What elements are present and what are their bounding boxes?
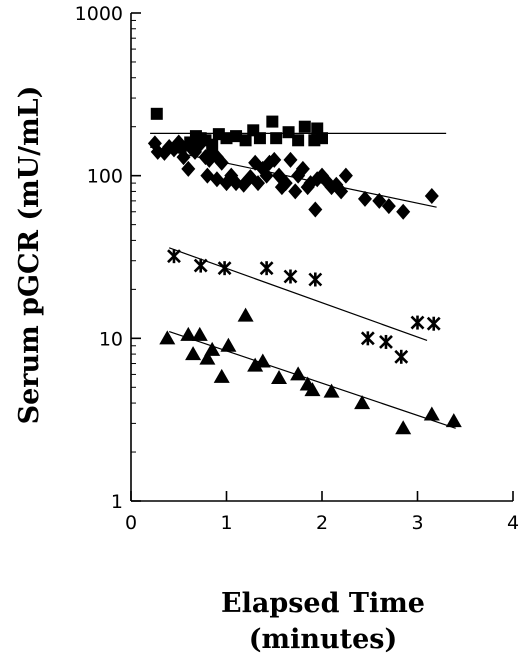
diamond-point [338,167,353,184]
asterisk-point [410,315,425,330]
triangle-point [423,406,440,421]
square-point [266,115,279,128]
triangle-point [185,346,202,361]
diamond-point [357,190,372,207]
triangle-point [180,326,197,341]
asterisk-point [426,316,441,331]
diamond-point [181,160,196,177]
triangle-point [445,413,462,428]
triangle-point [395,420,412,435]
fit-line-triangle [169,331,456,429]
square-point [247,124,260,137]
y-tick-label: 1 [111,491,123,513]
square-point [270,132,283,145]
triangle-point [254,353,271,368]
diamond-point [259,167,274,184]
asterisk-point [308,272,323,287]
x-tick-label: 4 [507,512,519,534]
triangle-point [290,366,307,381]
square-point [253,132,266,145]
triangle-point [304,382,321,397]
y-tick-label: 10 [99,328,123,350]
triangle-point [271,370,288,385]
triangle-point [220,337,237,352]
square-point [282,126,295,139]
diamond-point [308,201,323,218]
triangle-point [323,383,340,398]
asterisk-point [193,258,208,273]
triangle-point [354,395,371,410]
x-axis-title: Elapsed Time [221,588,425,619]
diamond-point [424,187,439,204]
triangle-point [191,326,208,341]
diamond-point [334,183,349,200]
triangle-point [199,350,216,365]
triangle-point [247,357,264,372]
diamond-point [278,175,293,192]
diamond-point [283,151,298,168]
diamond-point [372,192,387,209]
square-point [316,132,328,145]
triangle-point [159,330,176,345]
diamond-point [214,154,229,171]
triangle-point [213,368,230,383]
diamond-point [251,175,266,192]
diamond-point [288,183,303,200]
diamond-point [381,198,396,215]
asterisk-point [259,261,274,276]
asterisk-point [283,269,298,284]
diamond-point [176,149,191,166]
square-point [150,107,163,120]
x-tick-label: 1 [220,512,232,534]
square-point [239,134,252,147]
asterisk-point [360,331,375,346]
diamond-point [171,134,186,151]
diamond-point [295,160,310,177]
y-axis-title: Serum pGCR (mU/mL) [14,86,45,425]
asterisk-point [379,334,393,349]
diamond-point [396,203,411,220]
fit-line-asterisk [168,247,428,342]
x-tick-label: 2 [316,512,328,534]
square-point [230,130,243,143]
square-point [311,122,324,135]
asterisk-point [167,249,181,264]
diamond-point [192,136,207,153]
x-axis-title-line2: (minutes) [249,624,398,655]
square-point [298,120,311,133]
square-point [220,132,233,145]
asterisk-point [217,261,232,276]
diamond-point [267,151,282,168]
x-tick-label: 0 [125,512,137,534]
y-tick-label: 100 [87,166,123,188]
asterisk-point [394,349,409,364]
triangle-point [204,341,221,356]
x-tick-label: 3 [411,512,423,534]
y-tick-label: 1000 [75,3,123,25]
triangle-point [237,307,254,322]
data-markers [147,107,462,435]
square-point [292,134,305,147]
